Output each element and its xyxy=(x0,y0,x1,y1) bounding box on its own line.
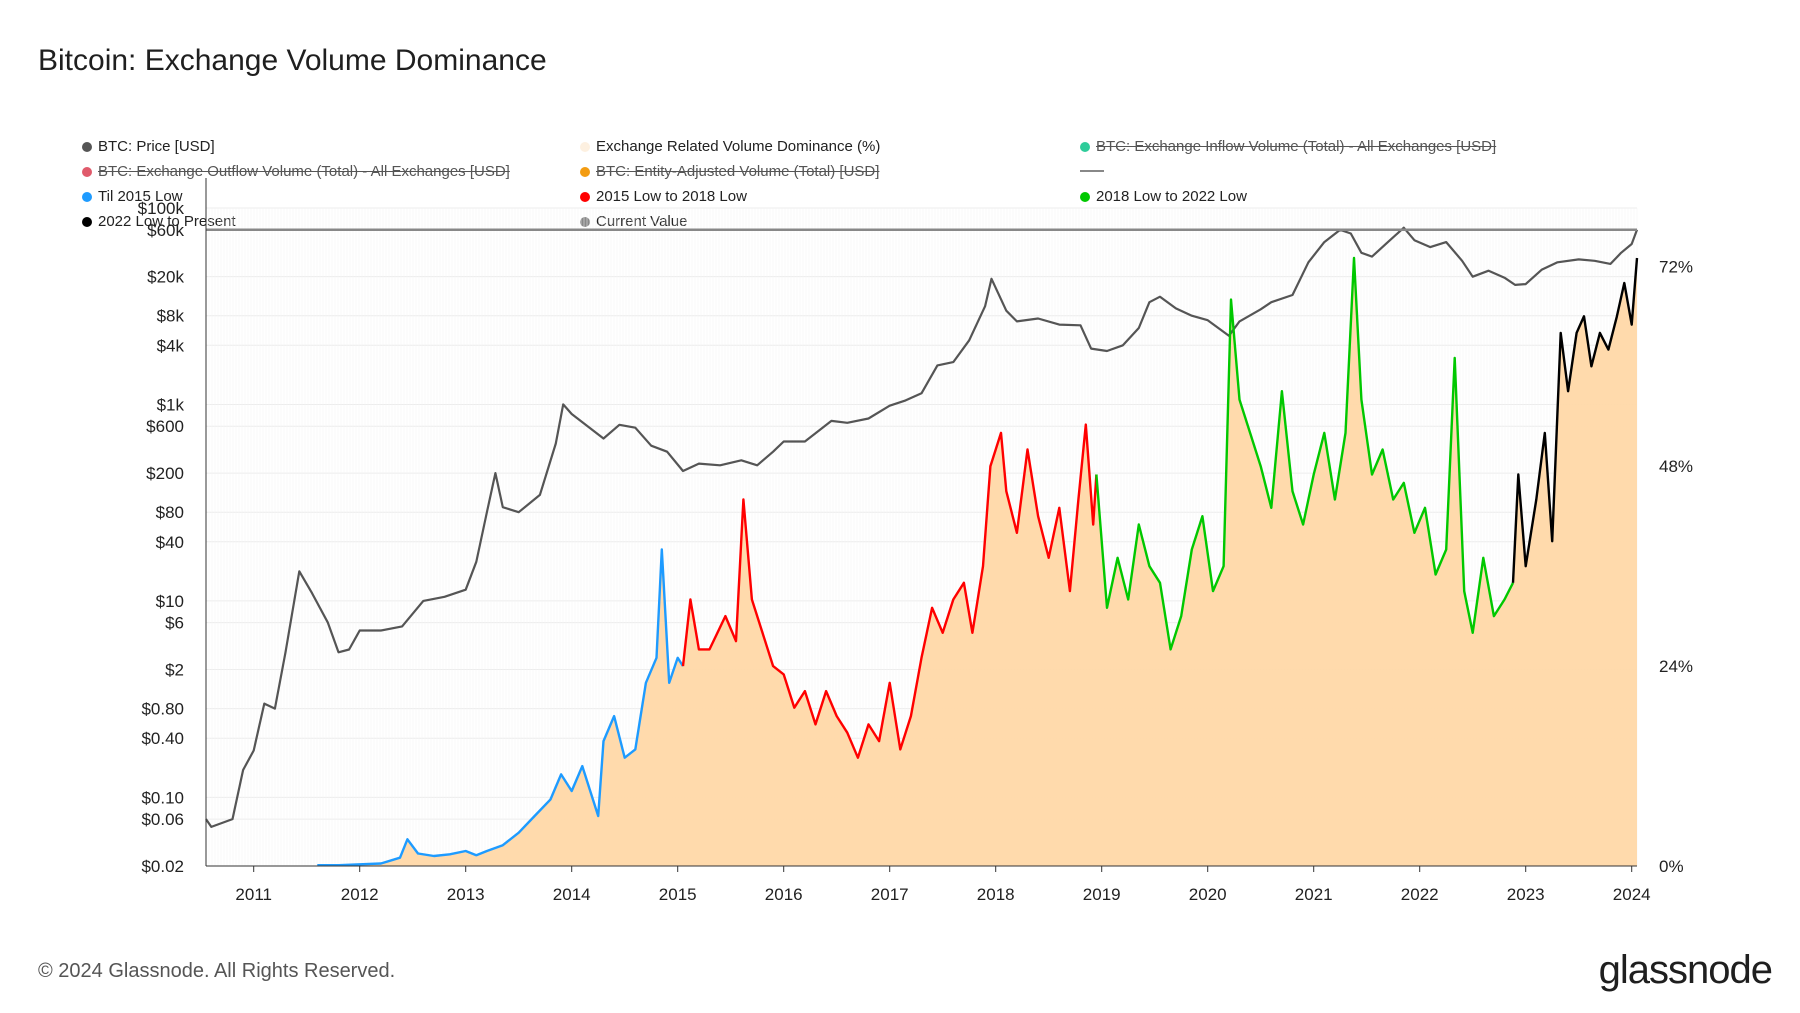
dominance-segment-line xyxy=(681,423,1098,759)
legend-item[interactable]: BTC: Entity-Adjusted Volume (Total) [USD… xyxy=(580,163,879,180)
legend-label: BTC: Exchange Inflow Volume (Total) - Al… xyxy=(1096,138,1497,155)
legend-dot-icon xyxy=(580,167,590,177)
legend-dot-icon xyxy=(580,142,590,152)
legend-label: BTC: Price [USD] xyxy=(98,138,215,155)
x-tick-label: 2016 xyxy=(765,885,803,904)
y-left-tick-label: $2 xyxy=(165,661,184,680)
x-tick-label: 2011 xyxy=(235,885,272,904)
dominance-area xyxy=(317,258,1637,866)
x-tick-label: 2014 xyxy=(553,885,591,904)
legend-label: Current Value xyxy=(596,213,688,230)
dominance-segment-line xyxy=(317,548,685,867)
legend-dot-icon xyxy=(1080,192,1090,202)
y-left-tick-label: $600 xyxy=(146,417,184,436)
legend-dot-icon xyxy=(580,192,590,202)
y-right-tick-label: 72% xyxy=(1659,257,1693,276)
series-lines xyxy=(205,226,1639,867)
y-left-tick-label: $80 xyxy=(156,503,184,522)
glassnode-logo: glassnode xyxy=(1598,948,1773,992)
legend-dot-icon xyxy=(82,142,92,152)
y-left-tick-label: $8k xyxy=(157,307,185,326)
x-tick-label: 2019 xyxy=(1083,885,1121,904)
dominance-fill xyxy=(317,258,1637,866)
legend-dot-icon xyxy=(82,217,92,227)
legend-dash-icon xyxy=(1080,170,1104,172)
legend-label: Til 2015 Low xyxy=(98,188,183,205)
legend-label: BTC: Entity-Adjusted Volume (Total) [USD… xyxy=(596,163,880,180)
y-left-tick-label: $10 xyxy=(156,592,184,611)
legend-dot-icon xyxy=(580,217,590,227)
y-left-tick-label: $4k xyxy=(157,336,185,355)
btc-price-line xyxy=(205,226,1639,828)
legend-item[interactable] xyxy=(1080,163,1104,180)
legend-item[interactable]: BTC: Exchange Outflow Volume (Total) - A… xyxy=(82,163,510,180)
x-tick-label: 2022 xyxy=(1401,885,1439,904)
y-left-tick-label: $0.80 xyxy=(141,700,184,719)
dominance-segment-line xyxy=(1095,256,1515,651)
legend-item[interactable]: Til 2015 Low xyxy=(82,188,183,205)
chart-title: Bitcoin: Exchange Volume Dominance xyxy=(38,44,547,77)
y-left-tick-label: $200 xyxy=(146,464,184,483)
y-right-tick-label: 48% xyxy=(1659,457,1693,476)
legend-item[interactable]: Exchange Related Volume Dominance (%) xyxy=(580,138,880,155)
x-tick-label: 2012 xyxy=(341,885,379,904)
legend-label: Exchange Related Volume Dominance (%) xyxy=(596,138,881,155)
y-left-tick-label: $20k xyxy=(147,268,184,287)
copyright-footer: © 2024 Glassnode. All Rights Reserved. xyxy=(38,960,396,982)
y-left-tick-label: $1k xyxy=(157,395,185,414)
legend-item[interactable]: BTC: Exchange Inflow Volume (Total) - Al… xyxy=(1080,138,1496,155)
y-left-tick-label: $0.02 xyxy=(141,857,184,876)
axes: $100k$60k$20k$8k$4k$1k$600$200$80$40$10$… xyxy=(138,178,1693,904)
x-tick-label: 2015 xyxy=(659,885,697,904)
y-left-tick-label: $0.06 xyxy=(141,810,184,829)
x-tick-label: 2021 xyxy=(1295,885,1333,904)
x-tick-label: 2013 xyxy=(447,885,485,904)
legend-item[interactable]: 2018 Low to 2022 Low xyxy=(1080,188,1247,205)
x-tick-label: 2018 xyxy=(977,885,1015,904)
legend-label: 2018 Low to 2022 Low xyxy=(1096,188,1247,205)
legend-item[interactable]: 2015 Low to 2018 Low xyxy=(580,188,747,205)
dominance-segment-line xyxy=(1511,257,1639,583)
legend-label: BTC: Exchange Outflow Volume (Total) - A… xyxy=(98,163,510,180)
x-tick-label: 2023 xyxy=(1507,885,1545,904)
legend-item[interactable]: BTC: Price [USD] xyxy=(82,138,215,155)
legend-dot-icon xyxy=(1080,142,1090,152)
x-tick-label: 2020 xyxy=(1189,885,1227,904)
legend-item[interactable]: Current Value xyxy=(580,213,687,230)
x-tick-label: 2024 xyxy=(1613,885,1651,904)
x-tick-label: 2017 xyxy=(871,885,909,904)
legend-label: 2015 Low to 2018 Low xyxy=(596,188,747,205)
y-left-tick-label: $0.10 xyxy=(141,788,184,807)
y-left-tick-label: $6 xyxy=(165,614,184,633)
y-right-tick-label: 24% xyxy=(1659,657,1693,676)
y-right-tick-label: 0% xyxy=(1659,857,1684,876)
legend-dot-icon xyxy=(82,167,92,177)
y-left-tick-label: $40 xyxy=(156,533,184,552)
grid-lines xyxy=(205,207,1638,867)
y-left-tick-label: $0.40 xyxy=(141,729,184,748)
legend-label: 2022 Low to Present xyxy=(98,213,236,230)
legend-dot-icon xyxy=(82,192,92,202)
legend-item[interactable]: 2022 Low to Present xyxy=(82,213,236,230)
